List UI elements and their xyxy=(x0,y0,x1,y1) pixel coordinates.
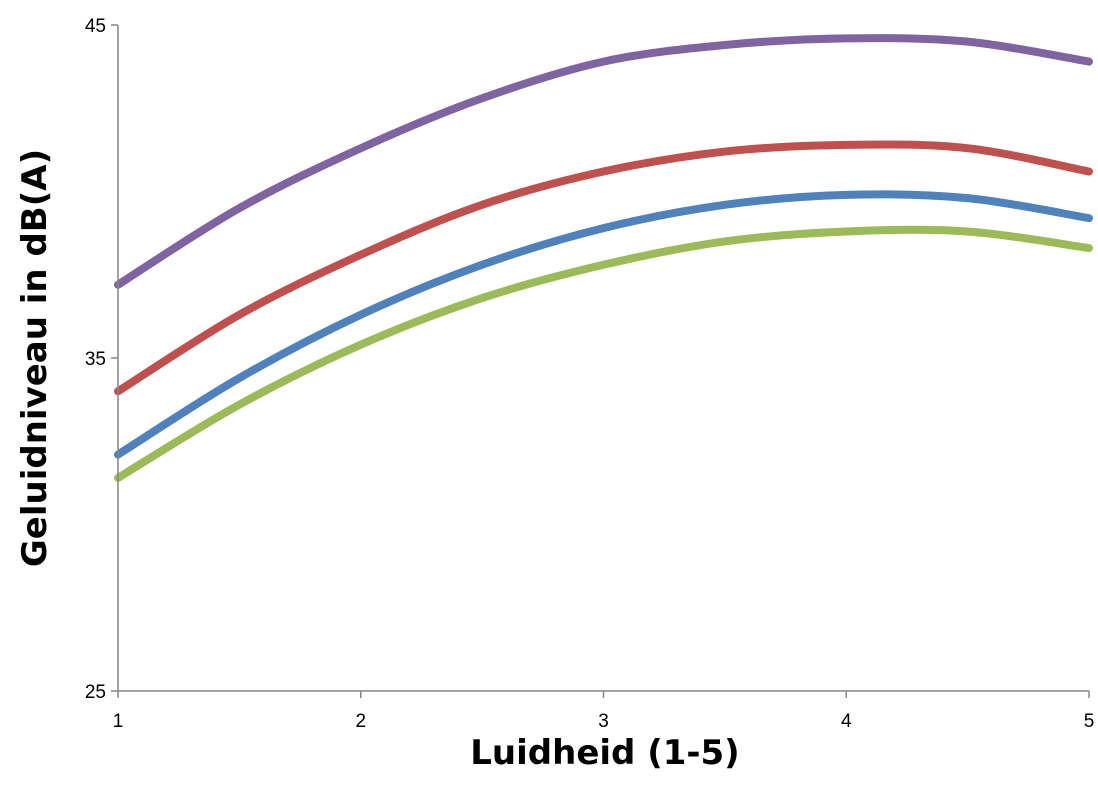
y-tick-label: 35 xyxy=(85,349,106,370)
y-axis-title: Geluidniveau in dB(A) xyxy=(15,149,55,567)
y-tick-label: 25 xyxy=(85,682,106,703)
x-tick-label: 5 xyxy=(1084,711,1095,732)
series-line-2 xyxy=(114,140,1093,396)
series-lines xyxy=(114,34,1093,482)
x-axis-ticks: 1 2 3 4 5 xyxy=(113,691,1095,732)
x-tick-label: 3 xyxy=(598,711,609,732)
y-tick-label: 45 xyxy=(85,16,106,37)
x-tick-label: 1 xyxy=(113,711,124,732)
x-axis-title: Luidheid (1-5) xyxy=(470,733,739,773)
series-line-3 xyxy=(114,190,1093,459)
x-tick-label: 2 xyxy=(355,711,366,732)
y-axis-ticks: 25 35 45 xyxy=(85,16,118,703)
x-tick-label: 4 xyxy=(841,711,852,732)
series-line-4 xyxy=(114,225,1093,482)
series-line-1 xyxy=(114,34,1093,289)
